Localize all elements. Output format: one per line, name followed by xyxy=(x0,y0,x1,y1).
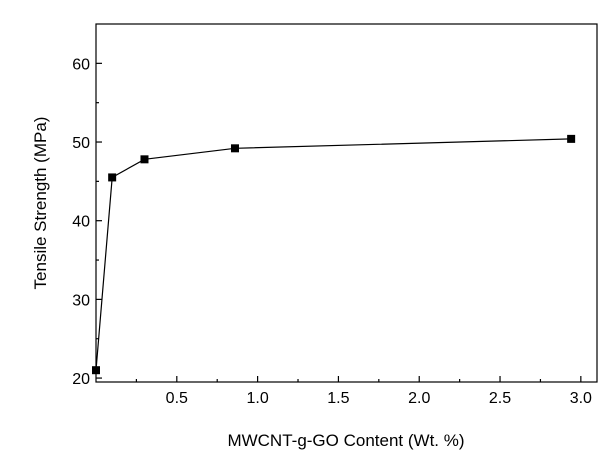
y-tick-label: 40 xyxy=(72,214,90,231)
x-tick-label: 0.5 xyxy=(166,390,188,407)
x-tick-label: 2.5 xyxy=(489,390,511,407)
x-axis-ticks: 0.5 1.0 1.5 2.0 2.5 3.0 xyxy=(135,376,592,407)
data-point-marker xyxy=(140,155,149,164)
x-tick-label: 3.0 xyxy=(570,390,592,407)
data-point-marker xyxy=(92,366,100,375)
x-tick-label: 1.0 xyxy=(246,390,268,407)
x-axis-title: MWCNT-g-GO Content (Wt. %) xyxy=(227,431,464,450)
y-tick-label: 60 xyxy=(72,56,90,73)
x-tick-label: 1.5 xyxy=(327,390,349,407)
series-layer xyxy=(92,134,576,375)
x-tick-label: 2.0 xyxy=(408,390,430,407)
y-tick-label: 30 xyxy=(72,292,90,309)
data-point-marker xyxy=(108,173,117,182)
y-axis-ticks: 20 30 40 50 60 xyxy=(72,56,102,388)
series-line xyxy=(95,138,572,371)
y-tick-label: 20 xyxy=(72,371,90,388)
y-axis-title: Tensile Strength (MPa) xyxy=(31,117,50,290)
plot-frame xyxy=(95,23,598,383)
data-point-marker xyxy=(230,144,239,153)
y-tick-label: 50 xyxy=(72,135,90,152)
data-point-marker xyxy=(567,134,576,143)
